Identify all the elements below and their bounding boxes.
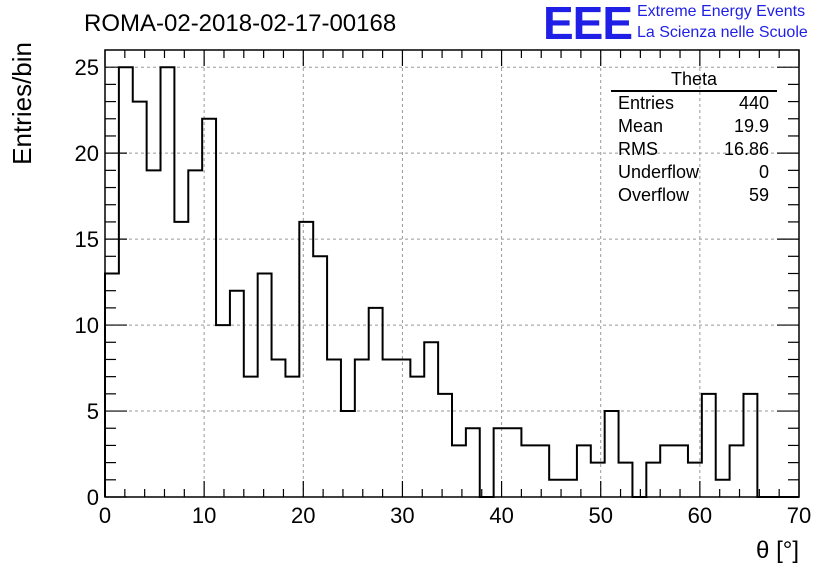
x-axis-label: θ [°] [756, 537, 799, 564]
histogram-bin [494, 428, 508, 497]
histogram-bin [285, 377, 299, 497]
histogram-bin [702, 394, 716, 497]
histogram-bin [161, 67, 175, 497]
histogram-bin [646, 463, 660, 497]
histogram-bin [383, 359, 397, 497]
stats-row-overflow: Overflow 59 [611, 184, 777, 207]
stats-label: Entries [618, 93, 675, 113]
histogram-bin [188, 170, 202, 497]
logo-mark: EEE [543, 0, 633, 49]
histogram-bin [147, 170, 161, 497]
run-title: ROMA-02-2018-02-17-00168 [84, 10, 397, 37]
histogram-bin [508, 428, 522, 497]
x-tick-label: 40 [489, 503, 513, 528]
histogram-bin [660, 445, 674, 497]
x-tick-label: 60 [688, 503, 712, 528]
x-tick-label: 10 [192, 503, 216, 528]
x-tick-label: 30 [390, 503, 414, 528]
stats-value: 19.9 [733, 116, 769, 136]
stats-label: Underflow [618, 162, 700, 182]
histogram-bin [355, 359, 369, 497]
x-tick-label: 20 [291, 503, 315, 528]
histogram-bin [452, 445, 466, 497]
histogram-bin [438, 394, 452, 497]
histogram-bin [313, 256, 327, 497]
stats-title: Theta [611, 68, 777, 92]
histogram-bin [369, 308, 383, 497]
histogram-bin [174, 222, 188, 497]
histogram-bin [119, 67, 133, 497]
x-tick-label: 70 [787, 503, 811, 528]
histogram-bin [730, 445, 744, 497]
histogram-bin [327, 359, 341, 497]
stats-label: RMS [618, 139, 658, 159]
histogram-bin [341, 411, 355, 497]
histogram-bin [410, 377, 424, 497]
y-tick-label: 0 [87, 485, 99, 510]
histogram-bin [272, 359, 286, 497]
histogram-bin [299, 222, 313, 497]
histogram-bin [258, 274, 272, 498]
histogram-bin [535, 445, 549, 497]
stats-row-entries: Entries 440 [611, 92, 777, 115]
stats-value: 16.86 [723, 139, 769, 159]
stats-box: Theta Entries 440 Mean 19.9 RMS 16.86 Un… [611, 68, 777, 207]
stats-label: Overflow [618, 185, 690, 205]
histogram-bin [577, 445, 591, 497]
stats-row-underflow: Underflow 0 [611, 161, 777, 184]
histogram-bin [105, 274, 119, 498]
histogram-bin [424, 342, 438, 497]
histogram-bin [605, 411, 619, 497]
y-tick-label: 20 [75, 141, 99, 166]
y-tick-label: 15 [75, 227, 99, 252]
histogram-bin [674, 445, 688, 497]
histogram-bin [591, 463, 605, 497]
logo-line-2: La Scienza nelle Scuole [637, 24, 808, 41]
histogram-bin [563, 480, 577, 497]
logo-line-1: Extreme Energy Events [637, 3, 806, 20]
stats-value: 440 [738, 93, 769, 113]
y-tick-label: 10 [75, 313, 99, 338]
histogram-bin [466, 428, 480, 497]
stats-row-mean: Mean 19.9 [611, 115, 777, 138]
histogram-bin [743, 394, 757, 497]
histogram-bin [244, 377, 258, 497]
stats-row-rms: RMS 16.86 [611, 138, 777, 161]
y-axis-label: Entries/bin [7, 42, 37, 165]
stats-value: 0 [758, 162, 769, 182]
histogram-bin [133, 102, 147, 497]
stats-label: Mean [618, 116, 664, 136]
stats-value: 59 [748, 185, 769, 205]
y-tick-label: 5 [87, 399, 99, 424]
histogram-bin [716, 480, 730, 497]
histogram-bin [521, 445, 535, 497]
x-tick-label: 50 [588, 503, 612, 528]
y-tick-label: 25 [75, 55, 99, 80]
histogram-line [104, 66, 799, 498]
histogram-bin [230, 291, 244, 497]
eee-logo: EEE [543, 0, 633, 49]
histogram-bin [396, 359, 410, 497]
x-tick-label: 0 [99, 503, 111, 528]
